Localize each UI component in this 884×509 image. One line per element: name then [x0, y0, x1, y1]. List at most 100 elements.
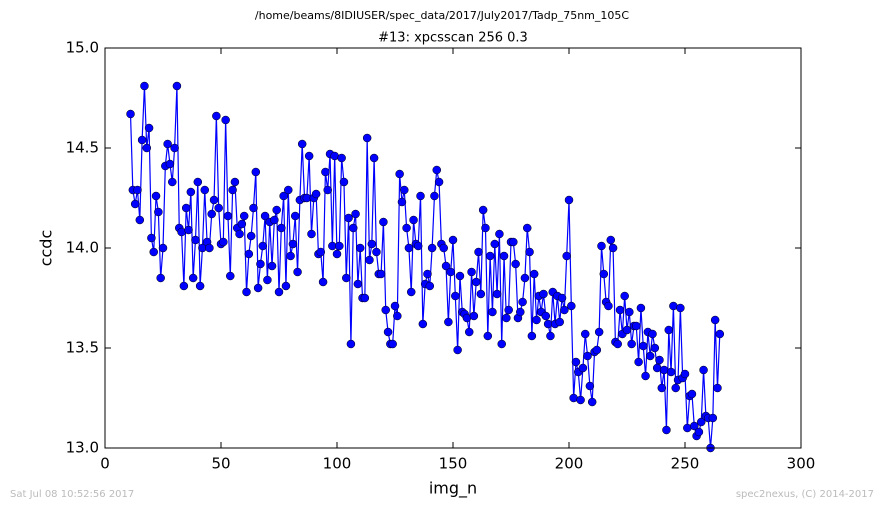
data-point	[279, 191, 288, 201]
data-point	[474, 247, 483, 257]
data-point	[355, 243, 365, 253]
data-point	[209, 195, 219, 205]
data-point	[413, 241, 423, 251]
data-point	[156, 273, 165, 283]
data-point	[416, 191, 425, 201]
data-point	[555, 317, 564, 327]
data-point	[710, 315, 720, 325]
data-point	[144, 123, 154, 133]
data-point	[451, 291, 460, 301]
data-point	[372, 247, 381, 257]
data-point	[432, 165, 442, 175]
data-point	[404, 243, 414, 253]
data-point	[560, 305, 569, 315]
data-point	[622, 325, 632, 335]
data-point	[606, 235, 616, 245]
data-point	[237, 219, 247, 229]
data-point	[242, 287, 251, 297]
data-point	[527, 331, 537, 341]
data-point	[481, 223, 490, 233]
data-point	[316, 247, 326, 257]
data-point	[406, 287, 416, 297]
data-point	[219, 237, 228, 247]
data-point	[608, 243, 618, 253]
data-point	[395, 169, 404, 179]
data-point	[448, 235, 458, 245]
data-point	[365, 255, 374, 265]
data-point	[246, 231, 256, 241]
data-point	[708, 413, 718, 423]
data-point	[511, 259, 520, 269]
chart-title: /home/beams/8IDIUSER/spec_data/2017/July…	[255, 9, 630, 22]
data-point	[258, 241, 268, 251]
data-point	[522, 223, 532, 233]
data-point	[149, 247, 158, 257]
data-point	[179, 281, 189, 291]
data-point	[362, 133, 372, 143]
data-point	[467, 267, 476, 277]
x-tick-label: 250	[671, 455, 700, 473]
data-point	[576, 395, 585, 405]
data-point	[680, 369, 690, 379]
data-point	[499, 251, 509, 261]
data-point	[620, 291, 629, 301]
data-point	[650, 343, 660, 353]
x-tick-label: 200	[555, 455, 584, 473]
y-tick-label: 14.0	[66, 239, 99, 257]
data-point	[381, 305, 390, 315]
x-axis-label: img_n	[429, 479, 477, 499]
x-tick-label: 0	[100, 455, 110, 473]
data-point	[158, 243, 168, 253]
data-point	[478, 205, 488, 215]
data-point	[214, 203, 223, 213]
data-point	[188, 273, 198, 283]
data-point	[376, 269, 386, 279]
data-point	[476, 289, 486, 299]
data-point	[228, 185, 237, 195]
data-point	[444, 317, 453, 327]
data-point	[293, 267, 302, 277]
data-point	[263, 275, 272, 285]
y-tick-label: 13.0	[66, 439, 99, 457]
data-point	[383, 327, 393, 337]
data-point	[393, 311, 402, 321]
data-point	[184, 225, 193, 235]
data-point	[170, 143, 179, 153]
data-point	[632, 321, 641, 331]
data-point	[423, 269, 432, 279]
y-tick-label: 14.5	[66, 139, 99, 157]
data-point	[641, 371, 650, 381]
data-point	[585, 381, 595, 391]
data-point	[321, 167, 330, 177]
data-point	[133, 185, 142, 195]
data-point	[532, 315, 541, 325]
data-point	[490, 239, 500, 249]
data-point	[272, 205, 281, 215]
data-point	[485, 251, 495, 261]
data-point	[439, 243, 448, 253]
data-point	[509, 237, 518, 247]
data-point	[525, 247, 534, 257]
data-point	[344, 213, 353, 223]
data-point	[529, 269, 539, 279]
data-point	[546, 331, 555, 341]
data-point	[699, 365, 708, 375]
data-point	[469, 311, 479, 321]
data-point	[483, 331, 493, 341]
chart-subtitle: #13: xpcsscan 256 0.3	[378, 31, 528, 46]
data-point	[516, 307, 525, 317]
data-point	[367, 239, 377, 249]
data-point	[638, 341, 648, 351]
data-point	[304, 151, 314, 161]
data-point	[427, 243, 437, 253]
data-point	[625, 307, 634, 317]
data-point	[154, 207, 163, 217]
data-point	[251, 167, 261, 177]
data-point	[518, 297, 527, 307]
data-point	[636, 303, 646, 313]
data-point	[297, 139, 307, 149]
data-point	[571, 357, 581, 367]
data-point	[594, 327, 604, 337]
data-point	[288, 239, 298, 249]
